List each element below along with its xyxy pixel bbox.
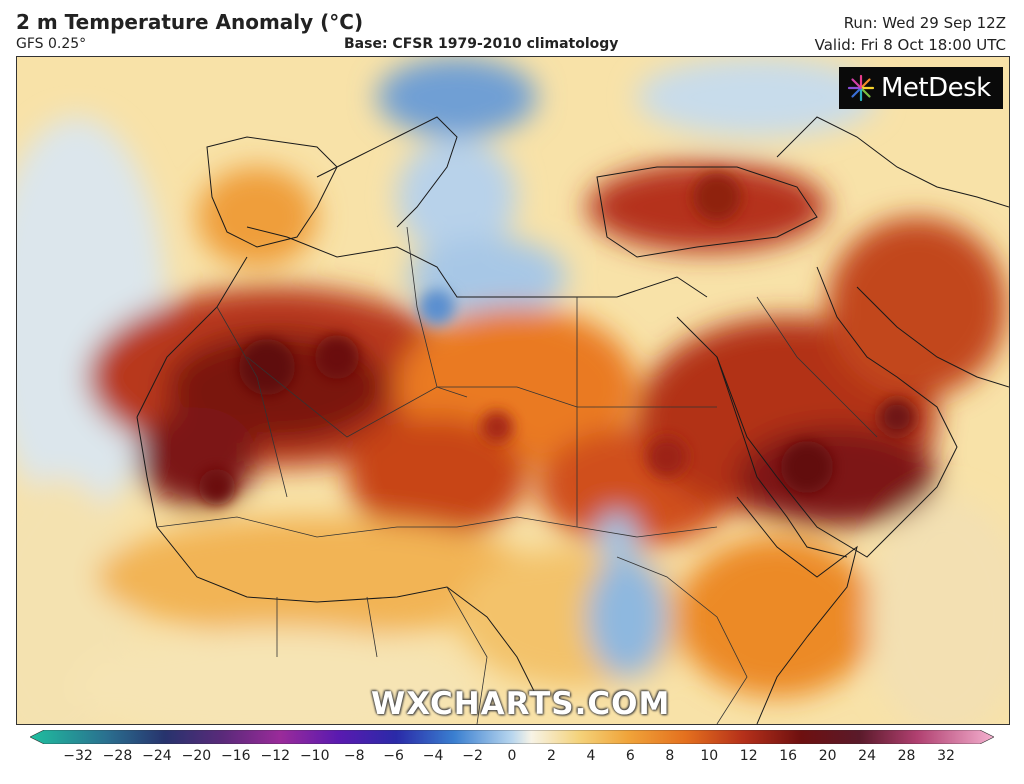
colorbar-tick-label: −4 [422, 748, 444, 764]
colorbar-tick-label: −32 [63, 748, 93, 764]
colorbar-tick-label: 10 [700, 748, 719, 764]
model-label: GFS 0.25° [16, 36, 87, 52]
colorbar-tick-label: 4 [586, 748, 596, 764]
wxcharts-watermark: WXCHARTS.COM [371, 686, 671, 722]
colorbar [30, 730, 994, 744]
colorbar-ticks: −32 −28 −24 −20 −16 −12 −10 −8 −6 −4 −2 0 2 4 6 8 10 12 16… [0, 748, 1024, 768]
colorbar-tick-label: −10 [299, 748, 330, 764]
country-borders [156, 226, 878, 724]
metdesk-logo: MetDesk [839, 67, 1003, 109]
colorbar-tick-label: 20 [818, 748, 837, 764]
colorbar-tick-label: −2 [462, 748, 483, 764]
anomaly-map: MetDesk WXCHARTS.COM [16, 56, 1010, 725]
metdesk-starburst-icon [847, 74, 875, 102]
colorbar-tick-label: 2 [546, 748, 556, 764]
coastlines [136, 116, 1009, 724]
colorbar-tick-label: −20 [181, 748, 212, 764]
metdesk-logo-text: MetDesk [881, 73, 991, 103]
colorbar-tick-label: 0 [507, 748, 517, 764]
colorbar-tick-label: −12 [260, 748, 291, 764]
colorbar-tick-label: −28 [102, 748, 133, 764]
colorbar-tick-label: −24 [142, 748, 172, 764]
colorbar-tick-label: 24 [858, 748, 876, 764]
climatology-label: Base: CFSR 1979-2010 climatology [344, 36, 619, 52]
colorbar-tick-label: 6 [625, 748, 635, 764]
colorbar-tick-label: 12 [739, 748, 758, 764]
anomaly-hotspots [199, 173, 915, 505]
colorbar-tick-label: 16 [779, 748, 798, 764]
colorbar-tick-label: −6 [383, 748, 404, 764]
colorbar-tick-label: −8 [343, 748, 365, 764]
colorbar-tick-label: 28 [897, 748, 916, 764]
colorbar-tick-label: 8 [665, 748, 675, 764]
colorbar-tick-label: −16 [221, 748, 251, 764]
valid-label: Valid: Fri 8 Oct 18:00 UTC [814, 36, 1006, 54]
run-label: Run: Wed 29 Sep 12Z [843, 14, 1006, 32]
chart-title: 2 m Temperature Anomaly (°C) [16, 10, 364, 34]
map-canvas [17, 57, 1009, 724]
colorbar-tick-label: 32 [937, 748, 955, 764]
